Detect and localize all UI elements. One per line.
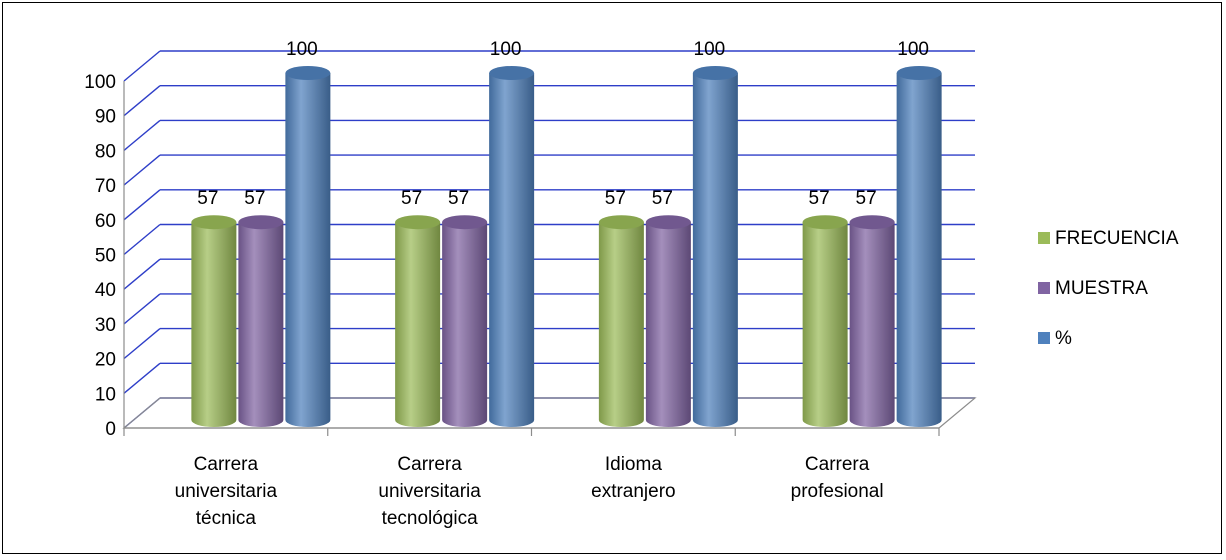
bar-pct bbox=[489, 73, 535, 427]
bar-top-muestra bbox=[849, 215, 895, 230]
y-tick-label: 50 bbox=[95, 246, 116, 267]
x-tick-label: universitaria bbox=[378, 481, 481, 502]
legend-label-frecuencia: FRECUENCIA bbox=[1055, 228, 1179, 249]
y-tick-label: 100 bbox=[84, 72, 116, 93]
data-label: 100 bbox=[490, 39, 522, 60]
legend-swatch-pct bbox=[1038, 332, 1050, 344]
bar-frecuencia bbox=[598, 222, 644, 427]
axes: 0 10 20 30 40 50 60 70 80 90 100 Carrera universitar… bbox=[84, 72, 977, 529]
y-tick-label: 0 bbox=[105, 419, 116, 440]
y-tick-label: 80 bbox=[95, 141, 116, 162]
data-label: 57 bbox=[197, 188, 218, 209]
bar-frecuencia bbox=[395, 222, 441, 427]
bar-top-muestra bbox=[442, 215, 488, 230]
data-label: 57 bbox=[401, 188, 422, 209]
gridline-diagonal bbox=[123, 328, 161, 360]
data-label: 57 bbox=[244, 188, 265, 209]
gridline-diagonal bbox=[123, 258, 161, 290]
data-label: 57 bbox=[809, 188, 830, 209]
gridline-diagonal bbox=[123, 223, 161, 256]
y-tick-label: 10 bbox=[95, 384, 116, 405]
bar-top-muestra bbox=[238, 215, 284, 230]
bar-pct bbox=[692, 73, 738, 427]
bars bbox=[191, 66, 942, 427]
legend-label-muestra: MUESTRA bbox=[1055, 278, 1148, 299]
bar-top-frecuencia bbox=[598, 215, 644, 230]
bar-top-pct bbox=[489, 66, 535, 80]
y-tick-label: 60 bbox=[95, 211, 116, 232]
bar-top-frecuencia bbox=[395, 215, 441, 230]
data-label: 100 bbox=[897, 39, 929, 60]
bar-pct bbox=[285, 73, 331, 427]
bar-top-pct bbox=[896, 66, 942, 80]
bar-top-pct bbox=[285, 66, 331, 80]
gridline-diagonal bbox=[123, 293, 161, 325]
data-label: 57 bbox=[448, 188, 469, 209]
data-label: 57 bbox=[856, 188, 877, 209]
y-tick-label: 40 bbox=[95, 280, 116, 301]
data-label: 100 bbox=[286, 39, 318, 60]
legend-label-pct: % bbox=[1055, 328, 1072, 349]
y-tick-label: 90 bbox=[95, 107, 116, 128]
x-tick-label: Carrera bbox=[397, 454, 462, 475]
x-tick-label: tecnológica bbox=[382, 508, 479, 529]
data-label: 100 bbox=[694, 39, 726, 60]
bar-muestra bbox=[849, 222, 895, 427]
data-label: 57 bbox=[605, 188, 626, 209]
bar-top-muestra bbox=[645, 215, 691, 230]
y-tick-label: 30 bbox=[95, 315, 116, 336]
data-label: 57 bbox=[652, 188, 673, 209]
x-tick-label: Carrera bbox=[194, 454, 259, 475]
gridline-diagonal bbox=[123, 119, 161, 151]
bar-pct bbox=[896, 73, 942, 427]
gridline-diagonal bbox=[123, 362, 161, 394]
bar-muestra bbox=[238, 222, 284, 427]
gridline-diagonal bbox=[123, 50, 161, 82]
bar-chart: 0 10 20 30 40 50 60 70 80 90 100 Carrera universitar… bbox=[84, 39, 1179, 529]
bar-top-pct bbox=[692, 66, 738, 80]
legend: FRECUENCIA MUESTRA% bbox=[1038, 228, 1179, 349]
bar-top-frecuencia bbox=[802, 215, 848, 230]
x-tick-label: extranjero bbox=[591, 481, 676, 502]
bar-frecuencia bbox=[191, 222, 237, 427]
legend-swatch-frecuencia bbox=[1038, 232, 1050, 244]
x-tick-label: Idioma bbox=[605, 454, 662, 475]
y-tick-label: 70 bbox=[95, 176, 116, 197]
x-tick-label: universitaria bbox=[175, 481, 278, 502]
bar-frecuencia bbox=[802, 222, 848, 427]
x-tick-label: técnica bbox=[196, 508, 257, 529]
bar-top-frecuencia bbox=[191, 215, 237, 230]
gridline-diagonal bbox=[123, 85, 161, 117]
gridline-diagonal bbox=[123, 189, 161, 221]
bar-muestra bbox=[442, 222, 488, 427]
bar-muestra bbox=[645, 222, 691, 427]
gridline-diagonal bbox=[123, 154, 161, 186]
data-labels: 57 57 100 57 57 100 57 57 100 57 57 100 bbox=[197, 39, 929, 209]
x-tick-label: profesional bbox=[791, 481, 884, 502]
y-tick-label: 20 bbox=[95, 350, 116, 371]
x-tick-label: Carrera bbox=[805, 454, 870, 475]
legend-swatch-muestra bbox=[1038, 282, 1050, 294]
